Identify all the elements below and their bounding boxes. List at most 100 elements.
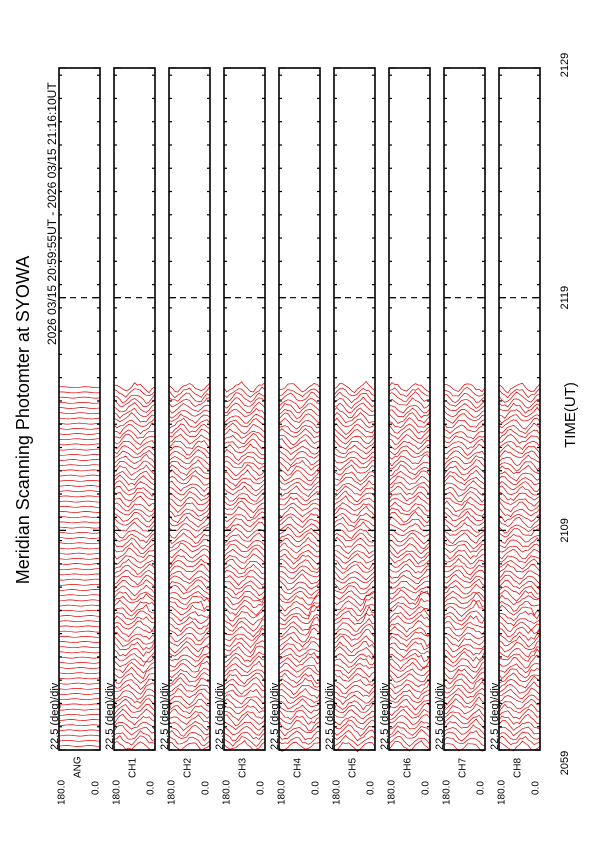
trace <box>113 713 156 726</box>
trace <box>58 661 101 664</box>
trace <box>333 396 376 409</box>
trace <box>113 569 156 578</box>
trace <box>113 558 156 570</box>
trace <box>498 517 541 528</box>
trace <box>388 553 431 565</box>
trace <box>388 729 431 739</box>
trace <box>498 471 541 482</box>
trace <box>223 386 266 398</box>
trace <box>443 491 486 503</box>
trace <box>278 725 321 737</box>
trace <box>498 464 541 475</box>
trace <box>333 480 376 492</box>
trace <box>113 532 156 544</box>
trace <box>278 548 321 560</box>
trace <box>498 382 541 394</box>
trace <box>278 585 321 596</box>
trace <box>443 724 486 736</box>
trace <box>333 516 376 528</box>
trace <box>333 417 376 428</box>
trace <box>113 554 156 565</box>
trace <box>58 620 101 623</box>
trace <box>443 621 486 631</box>
trace <box>333 612 376 625</box>
trace <box>223 604 266 616</box>
trace <box>333 427 376 440</box>
trace <box>278 601 321 612</box>
trace <box>58 386 101 389</box>
trace <box>113 640 156 651</box>
trace <box>223 640 266 654</box>
trace <box>388 647 431 659</box>
trace <box>58 557 101 560</box>
trace <box>168 611 211 622</box>
trace <box>113 464 156 476</box>
trace <box>113 397 156 407</box>
trace <box>498 454 541 466</box>
trace <box>278 502 321 511</box>
trace <box>58 511 101 513</box>
trace <box>113 517 156 528</box>
trace <box>113 407 156 419</box>
trace <box>58 609 101 612</box>
trace <box>223 506 266 518</box>
trace <box>58 474 101 477</box>
trace <box>58 641 101 643</box>
trace <box>388 636 431 648</box>
trace <box>333 657 376 668</box>
trace <box>333 653 376 663</box>
trace <box>113 528 156 539</box>
trace <box>223 591 266 600</box>
trace <box>498 533 541 544</box>
trace <box>498 667 541 680</box>
panel-bottom: 0.0 <box>366 781 377 795</box>
trace <box>333 471 376 482</box>
trace <box>443 455 486 467</box>
trace <box>168 397 211 408</box>
trace <box>388 454 431 467</box>
trace <box>223 464 266 477</box>
trace <box>443 424 486 434</box>
trace <box>498 461 541 472</box>
trace <box>59 713 101 716</box>
trace <box>278 485 321 497</box>
panel-frame <box>113 67 156 751</box>
panel-bottom: 0.0 <box>531 781 542 795</box>
trace <box>278 715 321 726</box>
trace <box>388 586 431 595</box>
time-range: 2026 03/15 20:59:55UT - 2026 03/15 21:16… <box>45 82 59 345</box>
trace <box>498 698 540 710</box>
trace <box>223 491 266 502</box>
trace <box>58 583 101 586</box>
panel-frame <box>223 67 266 751</box>
trace <box>498 719 541 731</box>
trace <box>388 692 431 703</box>
trace <box>388 605 431 617</box>
trace <box>443 703 486 715</box>
trace <box>113 661 156 674</box>
trace <box>168 464 211 476</box>
panel-label: CH4 <box>293 758 304 778</box>
trace <box>498 681 541 694</box>
trace <box>223 668 266 677</box>
panel-label: CH6 <box>403 758 414 778</box>
trace <box>223 705 266 715</box>
trace <box>278 627 321 643</box>
trace <box>333 391 376 404</box>
trace <box>168 708 211 719</box>
trace <box>58 729 101 732</box>
panel-top: 180.0 <box>497 780 508 805</box>
trace <box>333 663 376 675</box>
trace <box>278 460 321 472</box>
trace <box>59 651 101 654</box>
trace <box>168 667 211 679</box>
panel-bottom: 0.0 <box>476 781 487 795</box>
trace <box>443 409 486 418</box>
trace <box>278 412 321 424</box>
trace <box>498 646 541 658</box>
trace <box>278 513 321 524</box>
trace <box>58 500 101 503</box>
trace <box>223 563 266 575</box>
trace <box>58 542 101 545</box>
trace <box>388 563 430 574</box>
